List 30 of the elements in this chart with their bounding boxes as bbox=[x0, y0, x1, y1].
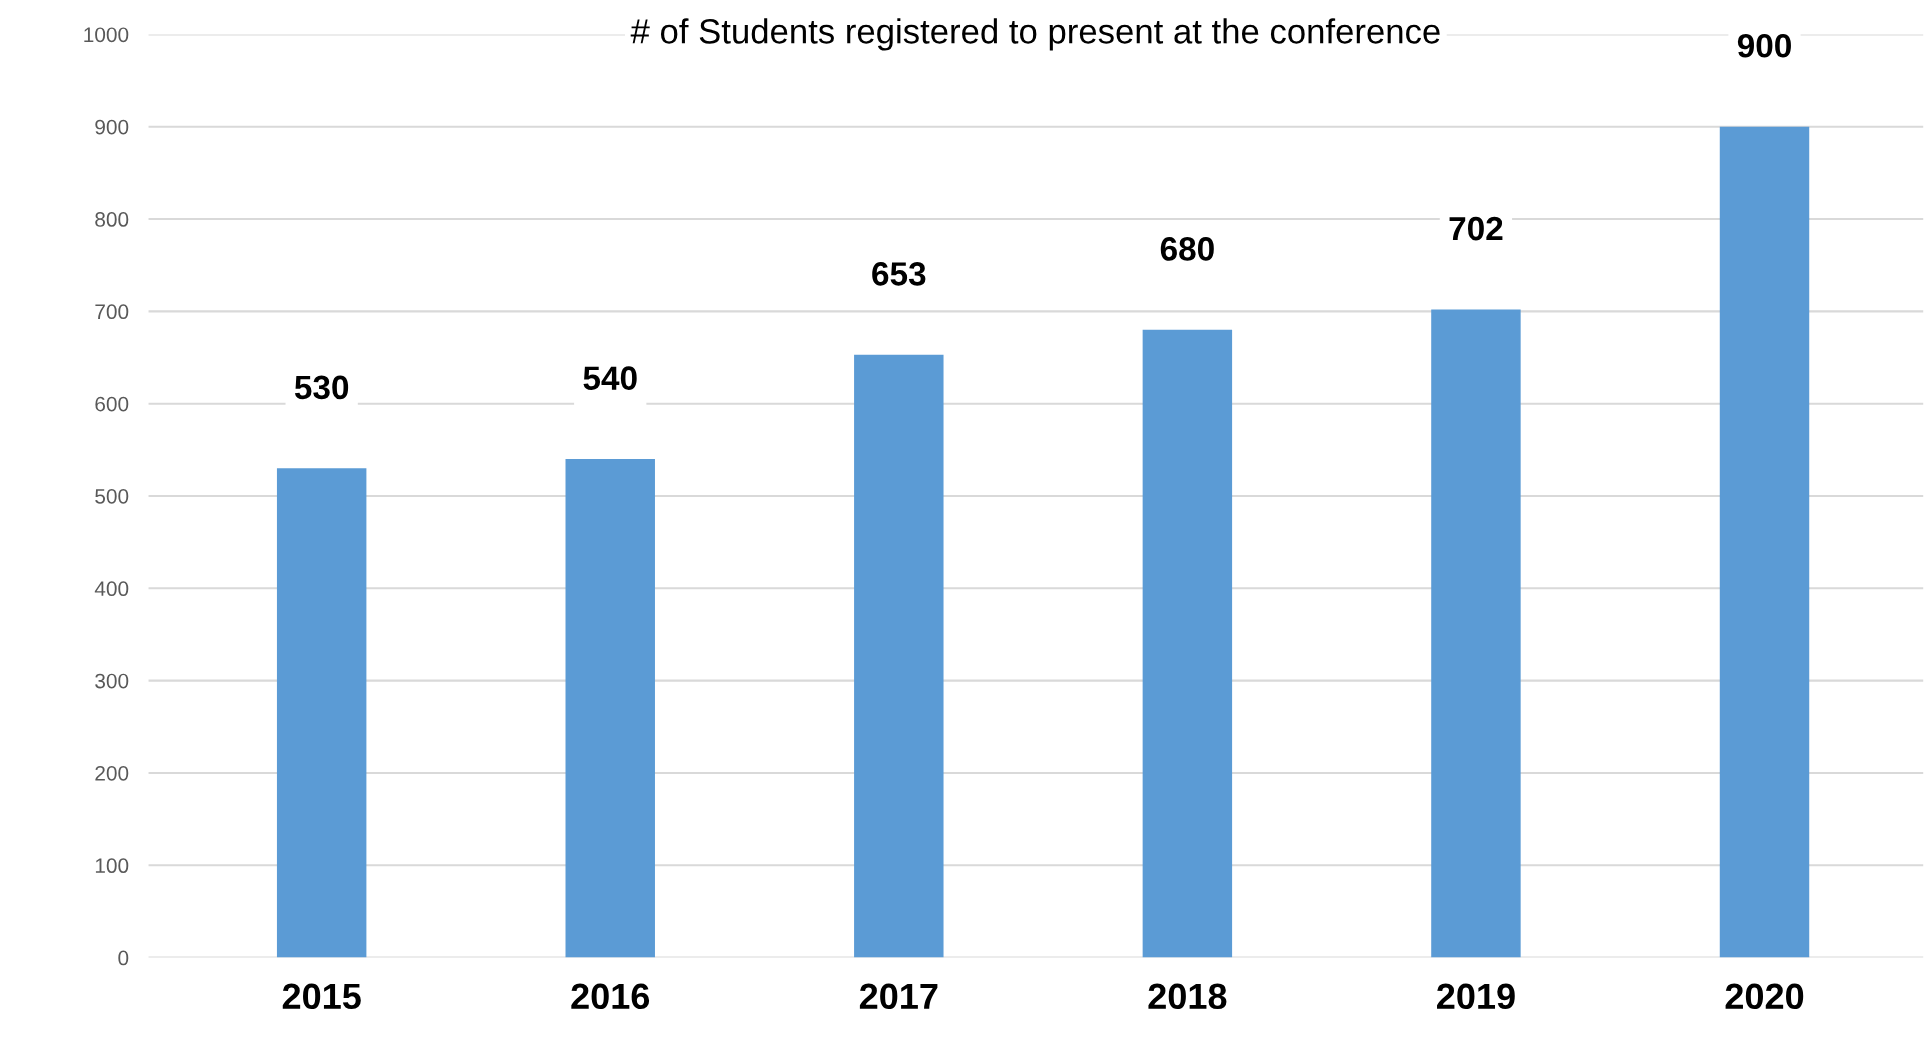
y-tick-label: 400 bbox=[94, 581, 129, 597]
x-tick-label: 2017 bbox=[859, 983, 938, 1010]
y-tick-label: 600 bbox=[95, 396, 129, 412]
data-label: 900 bbox=[1737, 34, 1791, 58]
bar bbox=[276, 468, 367, 958]
x-tick-label: 2020 bbox=[1725, 983, 1804, 1010]
bar bbox=[1142, 329, 1233, 958]
bar bbox=[565, 459, 655, 958]
data-label: 540 bbox=[583, 366, 637, 390]
bar bbox=[1719, 126, 1810, 958]
x-tick-label: 2019 bbox=[1437, 983, 1515, 1010]
y-tick-label: 700 bbox=[95, 304, 129, 320]
data-label: 680 bbox=[1160, 237, 1214, 261]
x-tick-label: 2016 bbox=[571, 983, 650, 1010]
bar bbox=[854, 354, 944, 958]
y-tick-label: 200 bbox=[95, 765, 129, 781]
data-label: 702 bbox=[1449, 216, 1503, 241]
y-tick-label: 1000 bbox=[84, 27, 129, 43]
x-tick-label: 2018 bbox=[1148, 983, 1227, 1010]
y-tick-label: 500 bbox=[95, 488, 129, 504]
y-tick-label: 100 bbox=[95, 858, 129, 874]
data-label: 653 bbox=[872, 262, 926, 286]
y-tick-label: 300 bbox=[95, 673, 129, 689]
y-tick-label: 900 bbox=[95, 119, 129, 135]
y-tick-label: 0 bbox=[118, 950, 129, 966]
data-label: 530 bbox=[294, 375, 349, 400]
bar bbox=[1431, 309, 1521, 958]
y-tick-label: 800 bbox=[95, 212, 129, 227]
chart-title: # of Students registered to present at the conference bbox=[630, 18, 1440, 51]
x-tick-label: 2015 bbox=[282, 983, 361, 1010]
